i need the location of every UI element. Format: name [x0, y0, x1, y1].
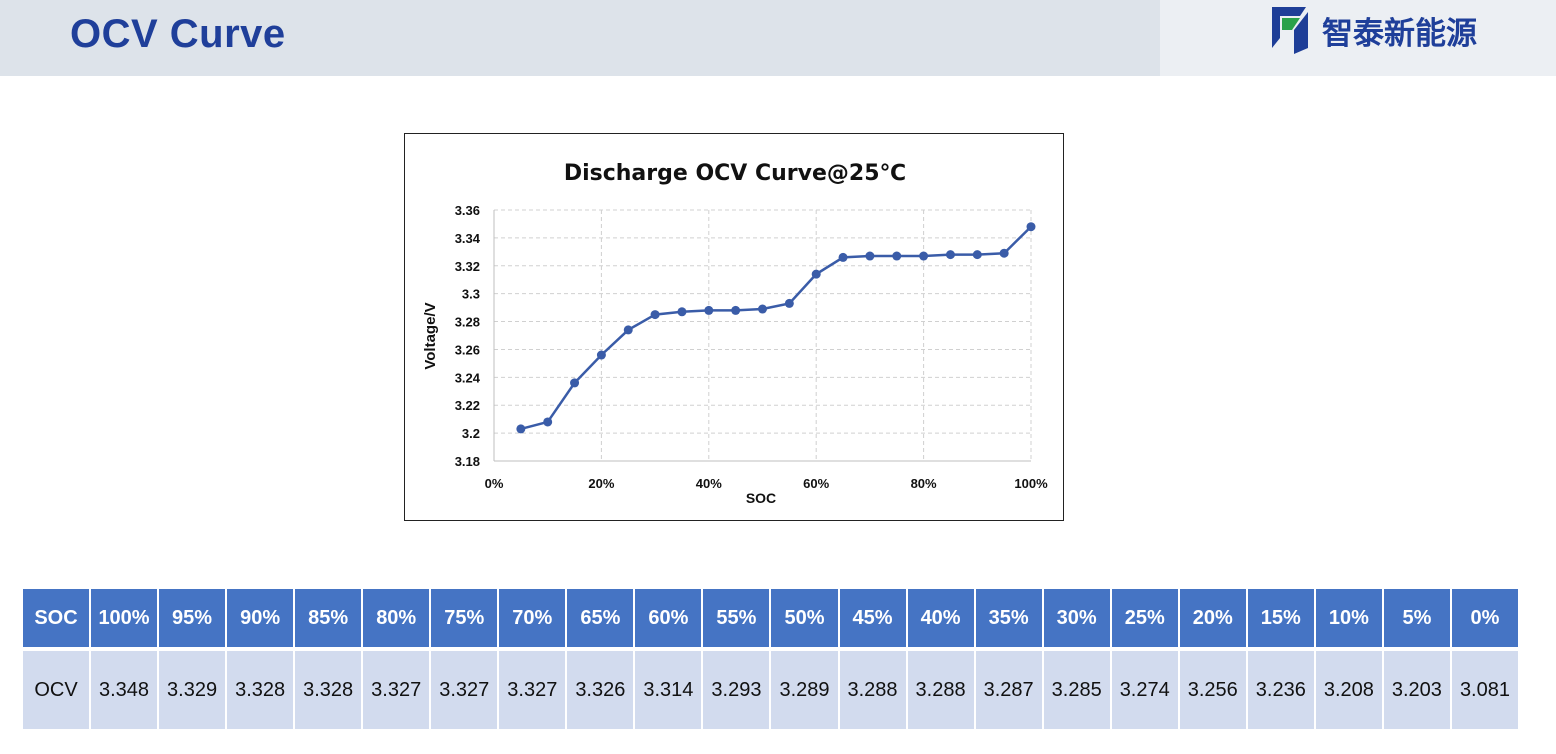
data-point: [919, 251, 929, 261]
data-point: [650, 310, 660, 320]
chart-title: Discharge OCV Curve@25℃: [564, 161, 906, 186]
ocv-value-cell: 3.288: [839, 651, 906, 729]
x-tick-label: 20%: [588, 476, 614, 491]
ocv-value-cell: 3.289: [771, 651, 838, 729]
soc-column-header: 50%: [771, 589, 838, 651]
y-tick-label: 3.22: [455, 398, 480, 413]
y-tick-label: 3.36: [455, 203, 480, 218]
data-point: [945, 250, 955, 260]
data-point: [704, 305, 714, 315]
ocv-value-row: OCV 3.348 3.329 3.328 3.328 3.327 3.327 3.327 3…: [23, 651, 1518, 729]
data-point: [623, 325, 633, 335]
data-point: [758, 304, 767, 314]
y-tick-label: 3.3: [462, 287, 480, 302]
x-axis-ticks: 0% 20% 40% 60% 80% 100%: [485, 476, 1048, 491]
soc-column-header: 85%: [295, 589, 362, 651]
soc-column-header: 25%: [1111, 589, 1178, 651]
ocv-value-cell: 3.288: [907, 651, 974, 729]
ocv-value-cell: 3.329: [159, 651, 226, 729]
y-tick-label: 3.28: [455, 315, 480, 330]
data-point: [731, 305, 741, 315]
y-tick-label: 3.32: [455, 259, 480, 274]
ocv-value-cell: 3.274: [1111, 651, 1178, 729]
ocv-value-cell: 3.327: [499, 651, 566, 729]
x-tick-label: 0%: [485, 476, 504, 491]
ocv-chart: Discharge OCV Curve@25℃ 3.18 3.2 3.22 3.24 3…: [404, 133, 1064, 521]
ocv-value-cell: 3.256: [1179, 651, 1246, 729]
y-tick-label: 3.2: [462, 426, 480, 441]
ocv-value-cell: 3.287: [975, 651, 1042, 729]
data-point: [865, 251, 875, 261]
soc-column-header: 70%: [499, 589, 566, 651]
series-line: [520, 225, 1032, 431]
data-point: [516, 424, 526, 434]
ocv-value-cell: 3.081: [1451, 651, 1518, 729]
ocv-value-cell: 3.327: [431, 651, 498, 729]
y-axis-label: Voltage/V: [422, 302, 439, 369]
header-logo-area: [1160, 0, 1556, 76]
soc-column-header: 90%: [227, 589, 294, 651]
y-tick-label: 3.24: [455, 370, 481, 385]
ocv-value-cell: 3.293: [703, 651, 770, 729]
ocv-value-cell: 3.327: [363, 651, 430, 729]
data-point: [838, 252, 848, 262]
soc-column-header: 95%: [159, 589, 226, 651]
soc-column-header: 20%: [1179, 589, 1246, 651]
x-tick-label: 60%: [803, 476, 829, 491]
soc-column-header: 5%: [1383, 589, 1450, 651]
soc-column-header: 45%: [839, 589, 906, 651]
ocv-value-cell: 3.314: [635, 651, 702, 729]
soc-column-header: 30%: [1043, 589, 1110, 651]
data-point: [972, 250, 982, 260]
data-point: [543, 417, 553, 427]
data-point: [570, 378, 580, 388]
data-point: [892, 251, 902, 261]
y-tick-label: 3.18: [455, 454, 480, 469]
soc-column-header: 80%: [363, 589, 430, 651]
series-points: [516, 222, 1036, 434]
chart-canvas: Discharge OCV Curve@25℃ 3.183.23.223.243…: [422, 161, 1048, 506]
header-bar: OCV Curve: [0, 0, 1160, 76]
y-tick-label: 3.34: [455, 231, 481, 246]
y-tick-label: 3.26: [455, 342, 480, 357]
soc-header-label: SOC: [23, 589, 89, 651]
ocv-value-cell: 3.328: [295, 651, 362, 729]
soc-column-header: 100%: [91, 589, 158, 651]
soc-column-header: 35%: [975, 589, 1042, 651]
ocv-value-cell: 3.236: [1247, 651, 1314, 729]
soc-column-header: 40%: [907, 589, 974, 651]
data-point: [596, 350, 606, 360]
ocv-value-cell: 3.208: [1315, 651, 1382, 729]
logo-mark-icon: [1272, 7, 1308, 54]
soc-header-row: SOC 100% 95% 90% 85% 80% 75% 70% 65% 60% 55% 50% 45…: [23, 589, 1518, 651]
logo-text: 智泰新能源: [1322, 16, 1477, 52]
x-tick-label: 100%: [1014, 476, 1048, 491]
chart-grid: [493, 209, 1032, 462]
ocv-value-cell: 3.328: [227, 651, 294, 729]
data-point: [677, 307, 687, 317]
data-point: [784, 298, 794, 308]
soc-column-header: 10%: [1315, 589, 1382, 651]
ocv-value-cell: 3.203: [1383, 651, 1450, 729]
x-tick-label: 80%: [911, 476, 937, 491]
soc-column-header: 55%: [703, 589, 770, 651]
data-point: [811, 269, 821, 279]
x-tick-label: 40%: [696, 476, 722, 491]
soc-column-header: 15%: [1247, 589, 1314, 651]
x-axis-label: SOC: [746, 490, 776, 506]
data-point: [999, 248, 1009, 258]
soc-column-header: 65%: [567, 589, 634, 651]
data-point: [1026, 222, 1036, 232]
page-title: OCV Curve: [70, 12, 286, 56]
ocv-row-label: OCV: [23, 651, 89, 729]
y-axis-ticks: 3.18 3.2 3.22 3.24 3.26 3.28 3.3 3.32 3.34 3.36: [455, 203, 481, 469]
soc-column-header: 0%: [1451, 589, 1518, 651]
ocv-value-cell: 3.348: [91, 651, 158, 729]
soc-column-header: 60%: [635, 589, 702, 651]
ocv-table: SOC 100% 95% 90% 85% 80% 75% 70% 65% 60% 55% 50% 45…: [21, 589, 1520, 729]
ocv-value-cell: 3.285: [1043, 651, 1110, 729]
ocv-value-cell: 3.326: [567, 651, 634, 729]
soc-column-header: 75%: [431, 589, 498, 651]
